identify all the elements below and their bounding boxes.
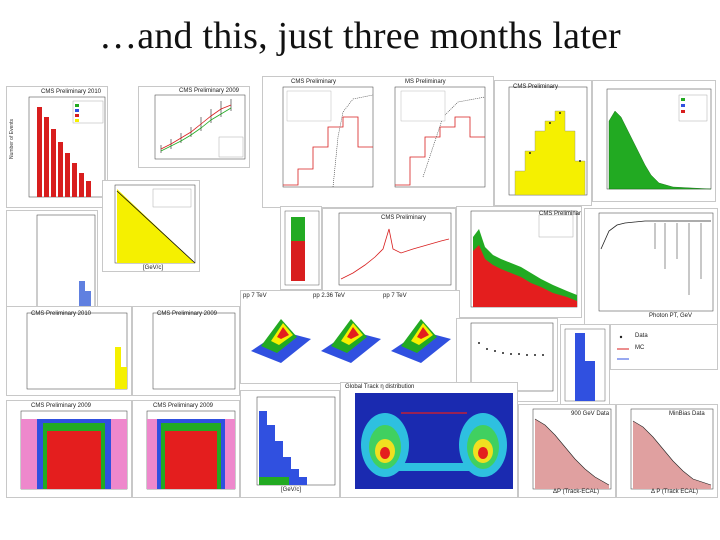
legend-mc: MC — [635, 345, 645, 351]
plot-3d-surfaces-svg — [251, 319, 451, 363]
plot-blue-decay-xlabel: [GeV/c] — [281, 487, 302, 493]
plot-green-hist — [592, 80, 716, 202]
plot-salmon1-xlabel: ΔP (Track-ECAL) — [553, 489, 600, 495]
plot-hist-two-panel-svg — [282, 86, 486, 188]
plot-legend-box-svg — [617, 335, 629, 360]
plot-photon-pt: Photon PT, GeV — [584, 208, 718, 326]
plot-red-bars: Number of Events CMS Preliminary 2010 — [6, 86, 108, 208]
plot-yellow-hist: CMS Preliminary — [494, 80, 592, 206]
plot-energy-fraction-2-svg — [146, 410, 236, 490]
plot-photon-pt-svg — [598, 212, 714, 312]
plot-heatmap-eta: Global Track η distribution — [340, 382, 518, 498]
plot-eta1-title: CMS Preliminary 2010 — [31, 311, 92, 317]
plot-green-red-stack-svg — [284, 210, 320, 286]
plot-blue-hist-small — [6, 210, 98, 312]
plot-peak-fit: CMS Preliminary — [322, 208, 456, 296]
plot-red-bars-svg: Number of Events — [9, 96, 106, 198]
plot-hist-right-title: MS Preliminary — [405, 79, 446, 85]
plot-3d-label-3: pp 7 TeV — [383, 293, 407, 299]
plot-red-green-big-svg — [470, 210, 578, 308]
plot-yellow-hist-svg — [508, 86, 588, 196]
slide-title: …and this, just three months later — [99, 15, 621, 57]
plot-yellow-title: CMS Preliminary — [513, 84, 559, 90]
plot-blue-hist-small-svg — [36, 214, 96, 308]
plot-peak-fit-svg — [338, 212, 452, 286]
plot-blue-cols — [560, 324, 610, 406]
plot-blue-decay-svg — [256, 396, 336, 486]
plot-energy2-title: CMS Preliminary 2009 — [153, 403, 214, 409]
plot-salmon-dist-2-svg — [630, 408, 714, 490]
plot-3d-surfaces: pp 7 TeV pp 2.36 TeV pp 7 TeV — [240, 290, 460, 384]
svg-text:Number of Events: Number of Events — [9, 118, 15, 159]
plot-scatter-title: CMS Preliminary 2009 — [179, 88, 240, 94]
plot-eta-dist-1: CMS Preliminary 2010 — [6, 306, 132, 396]
plot-hist-two-panel: CMS Preliminary MS Preliminary — [262, 76, 494, 208]
plot-energy-fraction-1: CMS Preliminary 2009 — [6, 400, 132, 498]
plot-energy1-title: CMS Preliminary 2009 — [31, 403, 92, 409]
plot-salmon2-legend: MinBias Data — [669, 411, 705, 417]
legend-data: Data — [635, 333, 648, 339]
plot-blue-decay: [GeV/c] — [240, 390, 340, 498]
plot-salmon-dist-2: MinBias Data Δ P (Track ECAL) — [616, 404, 718, 498]
plot-peak-title: CMS Preliminary — [381, 215, 427, 221]
plot-resolution-points-svg — [470, 322, 554, 392]
plot-red-green-title: CMS Preliminary — [539, 211, 582, 217]
plot-legend-box: Data MC — [610, 324, 718, 370]
plot-salmon1-legend: 900 GeV Data — [571, 411, 610, 417]
plot-eta-dist-2-svg — [152, 312, 236, 390]
plot-heatmap-title: Global Track η distribution — [345, 384, 415, 390]
plot-scatter-errorbars-svg — [154, 94, 246, 160]
plot-log-xlabel: [GeV/c] — [143, 265, 164, 271]
plot-green-hist-svg — [606, 88, 712, 190]
plot-salmon-dist-1-svg — [532, 408, 612, 490]
plot-eta-dist-1-svg — [26, 312, 128, 390]
plot-scatter-errorbars: CMS Preliminary 2009 — [138, 86, 250, 168]
plot-log-decay: [GeV/c] — [102, 180, 200, 272]
plot-hist-left-title: CMS Preliminary — [291, 79, 337, 85]
plot-log-decay-svg — [114, 184, 196, 264]
plot-3d-label-2: pp 2.36 TeV — [313, 293, 345, 299]
plot-green-red-stack — [280, 206, 322, 290]
plot-blue-cols-svg — [564, 328, 606, 402]
plot-eta-dist-2: CMS Preliminary 2009 — [132, 306, 240, 396]
plot-3d-label-1: pp 7 TeV — [243, 293, 267, 299]
plot-red-bars-title: CMS Preliminary 2010 — [41, 89, 102, 95]
plot-energy-fraction-2: CMS Preliminary 2009 — [132, 400, 240, 498]
plot-red-green-big: CMS Preliminary — [456, 206, 582, 318]
plot-energy-fraction-1-svg — [20, 410, 128, 490]
plot-heatmap-eta-svg — [355, 393, 513, 489]
plot-photon-xlabel: Photon PT, GeV — [649, 313, 693, 319]
plot-eta2-title: CMS Preliminary 2009 — [157, 311, 218, 317]
plot-salmon-dist-1: 900 GeV Data ΔP (Track-ECAL) — [518, 404, 616, 498]
plot-salmon2-xlabel: Δ P (Track ECAL) — [651, 489, 699, 495]
